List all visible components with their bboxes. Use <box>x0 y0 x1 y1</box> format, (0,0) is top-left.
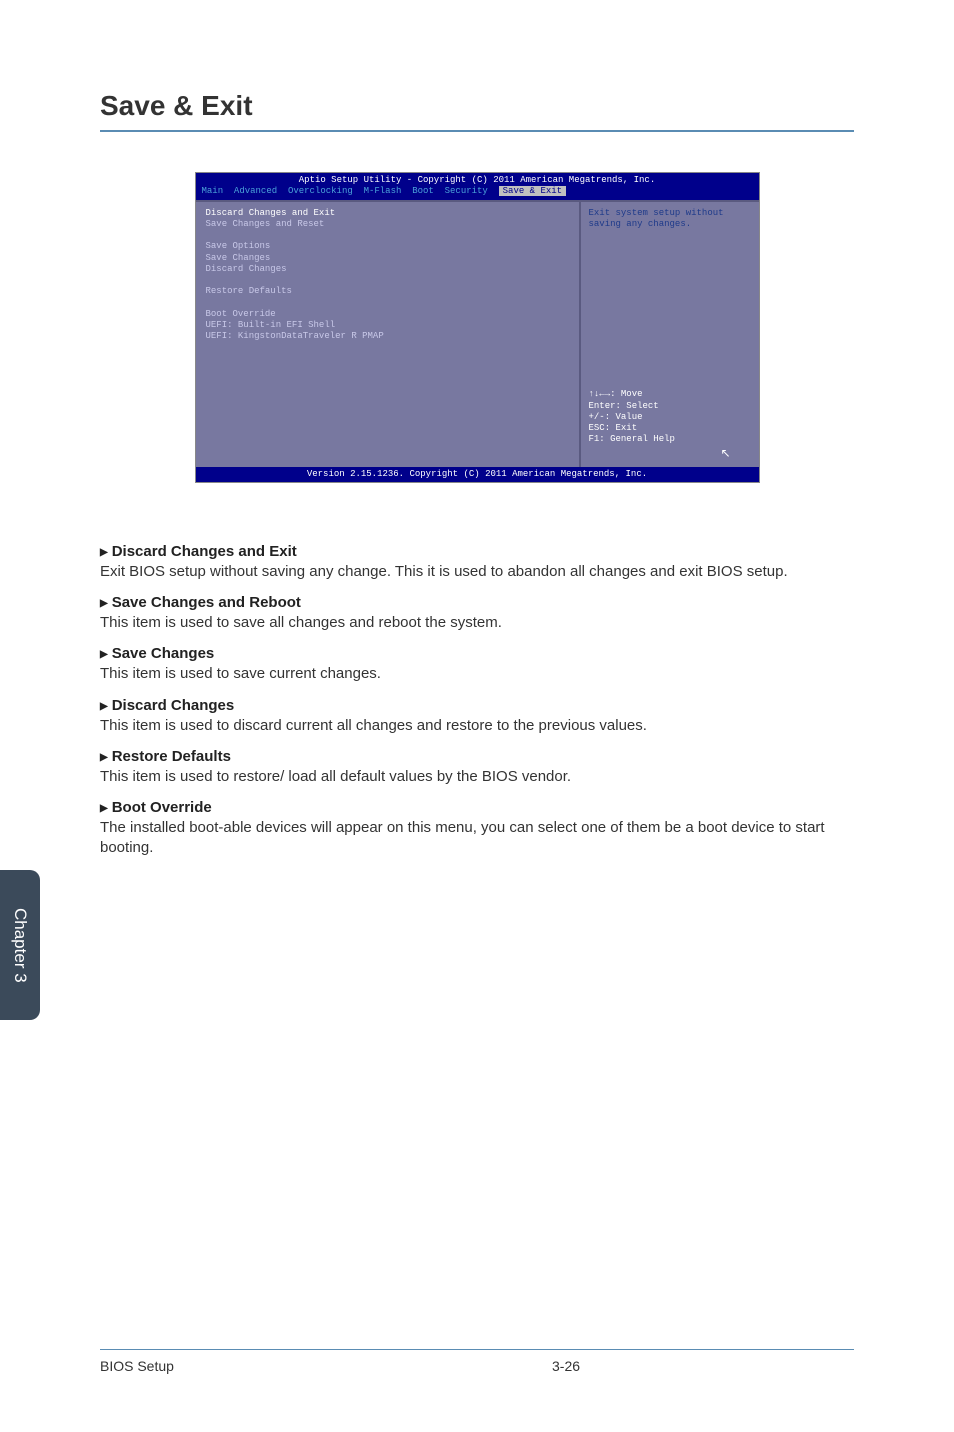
bios-header-line: Aptio Setup Utility - Copyright (C) 2011… <box>202 175 753 186</box>
item-desc: Exit BIOS setup without saving any chang… <box>100 562 854 582</box>
bios-help-line: Exit system setup without <box>589 208 751 219</box>
bios-menu-item: Discard Changes and Exit <box>206 208 569 219</box>
footer-left: BIOS Setup <box>100 1358 402 1374</box>
item-desc: The installed boot-able devices will app… <box>100 818 854 859</box>
item-title: Save Changes and Reboot <box>100 594 854 611</box>
bios-help-text: Exit system setup without saving any cha… <box>589 208 751 231</box>
bios-tab: Boot <box>412 186 434 196</box>
item-title: Boot Override <box>100 799 854 816</box>
bios-footer: Version 2.15.1236. Copyright (C) 2011 Am… <box>196 467 759 482</box>
page-footer: BIOS Setup 3-26 <box>100 1349 854 1374</box>
bios-key-line: +/-: Value <box>589 412 751 423</box>
bios-tabs: Main Advanced Overclocking M-Flash Boot … <box>196 186 759 199</box>
bios-key-line: ↑↓←→: Move <box>589 389 751 400</box>
bios-menu-spacer <box>206 230 569 241</box>
item-title: Discard Changes <box>100 697 854 714</box>
doc-item: Discard Changes This item is used to dis… <box>100 697 854 736</box>
bios-tab-active: Save & Exit <box>499 186 566 196</box>
bios-menu-item: Discard Changes <box>206 264 569 275</box>
item-desc: This item is used to save current change… <box>100 664 854 684</box>
cursor-icon: ↖ <box>589 446 751 461</box>
chapter-label: Chapter 3 <box>10 908 30 983</box>
footer-page-number: 3-26 <box>402 1358 854 1374</box>
bios-menu-item: Boot Override <box>206 309 569 320</box>
bios-menu-item: UEFI: KingstonDataTraveler R PMAP <box>206 331 569 342</box>
item-title: Restore Defaults <box>100 748 854 765</box>
chapter-side-tab: Chapter 3 <box>0 870 40 1020</box>
bios-menu-item: Save Changes <box>206 253 569 264</box>
bios-menu-spacer <box>206 298 569 309</box>
bios-tab: Advanced <box>234 186 277 196</box>
bios-key-line: Enter: Select <box>589 401 751 412</box>
bios-key-hints: ↑↓←→: Move Enter: Select +/-: Value ESC:… <box>589 389 751 460</box>
doc-item: Save Changes and Reboot This item is use… <box>100 594 854 633</box>
bios-right-panel: Exit system setup without saving any cha… <box>579 202 759 467</box>
bios-help-line: saving any changes. <box>589 219 751 230</box>
doc-item: Discard Changes and Exit Exit BIOS setup… <box>100 543 854 582</box>
item-title: Discard Changes and Exit <box>100 543 854 560</box>
bios-key-line: F1: General Help <box>589 434 751 445</box>
item-title: Save Changes <box>100 645 854 662</box>
bios-menu-item: Restore Defaults <box>206 286 569 297</box>
doc-item: Boot Override The installed boot-able de… <box>100 799 854 859</box>
bios-tab: Overclocking <box>288 186 353 196</box>
bios-left-panel: Discard Changes and Exit Save Changes an… <box>196 202 579 467</box>
bios-menu-spacer <box>206 275 569 286</box>
item-desc: This item is used to discard current all… <box>100 716 854 736</box>
doc-item: Save Changes This item is used to save c… <box>100 645 854 684</box>
bios-menu-item: UEFI: Built-in EFI Shell <box>206 320 569 331</box>
bios-tab: Main <box>202 186 224 196</box>
item-desc: This item is used to restore/ load all d… <box>100 767 854 787</box>
bios-body: Discard Changes and Exit Save Changes an… <box>196 200 759 467</box>
bios-screenshot: Aptio Setup Utility - Copyright (C) 2011… <box>195 172 760 483</box>
bios-menu-item: Save Options <box>206 241 569 252</box>
bios-tab: Security <box>445 186 488 196</box>
bios-key-line: ESC: Exit <box>589 423 751 434</box>
doc-item: Restore Defaults This item is used to re… <box>100 748 854 787</box>
item-desc: This item is used to save all changes an… <box>100 613 854 633</box>
bios-tab: M-Flash <box>364 186 402 196</box>
bios-menu-item: Save Changes and Reset <box>206 219 569 230</box>
bios-header: Aptio Setup Utility - Copyright (C) 2011… <box>196 173 759 186</box>
section-title: Save & Exit <box>100 90 854 132</box>
